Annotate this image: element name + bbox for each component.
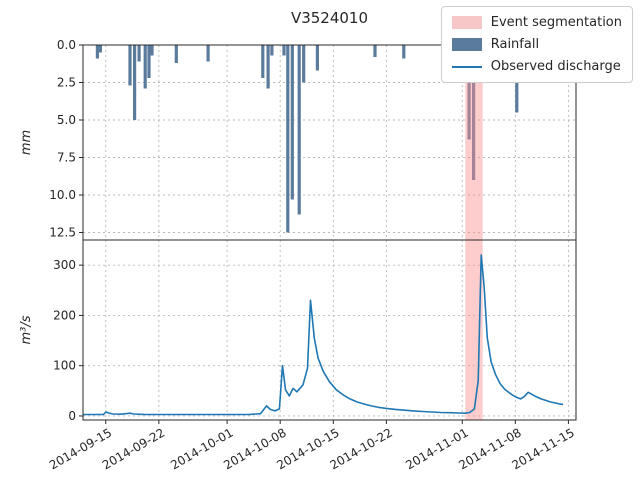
discharge-y-tick-label: 200 (53, 308, 76, 322)
discharge-y-ticks: 0 100 200 300 (53, 258, 83, 423)
event-band-rainfall (465, 45, 483, 240)
rainfall-bar (373, 45, 377, 57)
rainfall-bar (174, 45, 178, 63)
rainfall-bar (98, 45, 102, 53)
discharge-y-tick-label: 300 (53, 258, 76, 272)
rainfall-bar (147, 45, 151, 78)
discharge-gridlines (83, 264, 576, 417)
rainfall-bar (150, 45, 154, 56)
rainfall-bar (95, 45, 99, 59)
legend-label: Observed discharge (490, 59, 621, 74)
rainfall-bar (402, 45, 406, 59)
rainfall-y-tick-label: 10.0 (49, 188, 76, 202)
discharge-axes-border (82, 239, 577, 421)
rainfall-bar (137, 45, 141, 62)
legend-item: Observed discharge (451, 59, 622, 74)
legend-item: Rainfall (451, 37, 622, 52)
rainfall-bar (290, 45, 294, 200)
rainfall-bar (286, 45, 290, 233)
rainfall-bar (297, 45, 301, 215)
chart-title: V3524010 (290, 9, 369, 27)
rainfall-y-tick-label: 7.5 (57, 151, 76, 165)
rainfall-y-ticks: 0.0 2.5 5.0 7.5 10.0 12.5 (49, 38, 83, 240)
legend: Event segmentation Rainfall Observed disch… (440, 6, 633, 83)
rainfall-bar (206, 45, 210, 62)
event-segmentation-swatch (451, 16, 482, 29)
rainfall-bar (133, 45, 137, 120)
rainfall-y-tick-label: 12.5 (49, 226, 76, 240)
rainfall-axis-label: mm (19, 130, 34, 155)
rainfall-y-tick-label: 2.5 (57, 76, 76, 90)
rainfall-bar (302, 45, 306, 83)
discharge-line-swatch (451, 65, 482, 68)
rainfall-bar (266, 45, 270, 89)
discharge-axis-label: m³/s (19, 315, 34, 344)
rainfall-bar (128, 45, 132, 86)
rainfall-y-tick-label: 0.0 (57, 38, 76, 52)
legend-label: Rainfall (490, 37, 540, 52)
rainfall-bar (472, 45, 476, 180)
legend-item: Event segmentation (451, 15, 622, 30)
rainfall-bar (261, 45, 265, 78)
discharge-y-tick-label: 0 (68, 409, 76, 423)
rainfall-bar (143, 45, 147, 89)
rainfall-bar (315, 45, 319, 71)
rainfall-bar (270, 45, 274, 56)
legend-label: Event segmentation (490, 15, 622, 30)
rainfall-swatch (451, 38, 482, 51)
discharge-line (83, 254, 564, 416)
discharge-y-tick-label: 100 (53, 359, 76, 373)
rainfall-y-tick-label: 5.0 (57, 113, 76, 127)
rainfall-bar (467, 45, 471, 140)
rainfall-bar (282, 45, 286, 56)
